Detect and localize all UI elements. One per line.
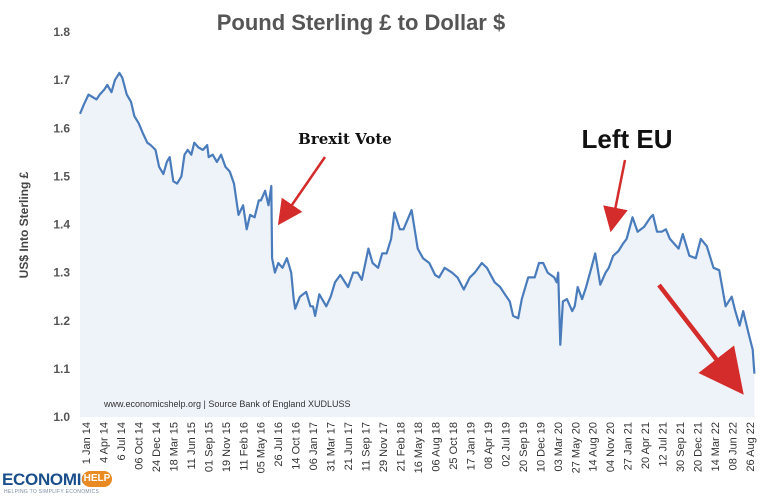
x-tick-label: 16 May 18: [413, 422, 425, 473]
y-tick-label: 1.3: [53, 266, 70, 280]
x-tick-label: 4 Apr 14: [98, 422, 110, 463]
y-tick-label: 1.1: [53, 362, 70, 376]
brexit-arrow: [277, 156, 327, 226]
brand-logo: ECONOMICS: [2, 470, 105, 489]
x-tick-label: 08 Jun 22: [728, 422, 740, 470]
x-tick-label: 11 Jun 15: [186, 422, 198, 470]
decline-arrow: [657, 283, 744, 395]
y-axis-ticks: 1.0 1.1 1.2 1.3 1.4 1.5 1.6 1.7 1.8: [53, 25, 70, 424]
x-tick-label: 6 Jul 14: [116, 422, 128, 461]
x-tick-label: 20 Apr 21: [640, 422, 652, 469]
chart-title: Pound Sterling £ to Dollar $: [217, 10, 505, 35]
x-tick-label: 26 Jul 16: [273, 422, 285, 467]
annotation-left-eu: Left EU: [582, 124, 673, 233]
x-tick-label: 27 Jan 21: [623, 422, 635, 470]
x-tick-label: 06 Oct 14: [133, 422, 145, 470]
annotation-left-eu-text: Left EU: [582, 124, 673, 154]
x-tick-label: 04 Nov 20: [605, 422, 617, 472]
x-tick-label: 20 Dec 21: [693, 422, 705, 472]
area-fill: [80, 72, 755, 418]
x-axis-ticks: 1 Jan 14 4 Apr 14 6 Jul 14 06 Oct 14 24 Dec …: [81, 422, 757, 473]
x-tick-label: 14 Aug 20: [588, 422, 600, 472]
x-tick-label: 05 May 16: [256, 422, 268, 473]
y-tick-label: 1.7: [53, 73, 70, 87]
x-tick-label: 17 Jan 19: [465, 422, 477, 470]
x-tick-label: 26 Aug 22: [745, 422, 757, 472]
y-tick-label: 1.4: [53, 218, 70, 232]
brand-badge: HELP: [82, 471, 112, 487]
x-tick-label: 29 Nov 17: [378, 422, 390, 472]
y-tick-label: 1.0: [53, 410, 70, 424]
x-tick-label: 10 Dec 19: [535, 422, 547, 472]
brand-tagline: HELPING TO SIMPLIFY ECONOMICS: [4, 489, 100, 495]
x-tick-label: 01 Sep 15: [203, 422, 215, 472]
x-tick-label: 02 Jul 19: [500, 422, 512, 467]
series-line: [78, 71, 756, 374]
y-tick-label: 1.2: [53, 314, 70, 328]
x-tick-label: 11 Feb 16: [238, 422, 250, 471]
y-axis-label: US$ Into Sterling £: [17, 171, 31, 278]
x-tick-label: 24 Dec 14: [151, 422, 163, 472]
x-tick-label: 30 Sep 21: [675, 422, 687, 472]
x-tick-label: 31 Mar 17: [326, 422, 338, 472]
x-tick-label: 06 Aug 18: [430, 422, 442, 472]
x-tick-label: 20 Sep 19: [518, 422, 530, 472]
y-tick-label: 1.5: [53, 169, 70, 183]
y-tick-label: 1.6: [53, 121, 70, 135]
x-tick-label: 27 May 20: [570, 422, 582, 473]
x-tick-label: 14 Mar 22: [710, 422, 722, 472]
x-tick-label: 25 Oct 18: [448, 422, 460, 470]
x-tick-label: 18 Mar 15: [168, 422, 180, 472]
x-tick-label: 12 Jul 21: [658, 422, 670, 467]
annotation-brexit-vote: Brexit Vote: [277, 130, 392, 226]
x-tick-label: 08 Apr 19: [483, 422, 495, 469]
x-tick-label: 03 Mar 20: [553, 422, 565, 472]
y-tick-label: 1.8: [53, 25, 70, 39]
x-tick-label: 14 Oct 16: [291, 422, 303, 470]
x-tick-label: 21 Feb 18: [396, 422, 408, 472]
x-tick-label: 21 Jun 17: [343, 422, 355, 470]
x-tick-label: 06 Jan 17: [308, 422, 320, 470]
x-tick-label: 11 Sep 17: [361, 422, 373, 471]
x-tick-label: 1 Jan 14: [81, 422, 93, 464]
x-tick-label: 19 Nov 15: [221, 422, 233, 472]
source-note: www.economicshelp.org | Source Bank of E…: [103, 399, 350, 409]
left-eu-arrow: [603, 159, 628, 233]
annotation-brexit-text: Brexit Vote: [298, 130, 392, 148]
